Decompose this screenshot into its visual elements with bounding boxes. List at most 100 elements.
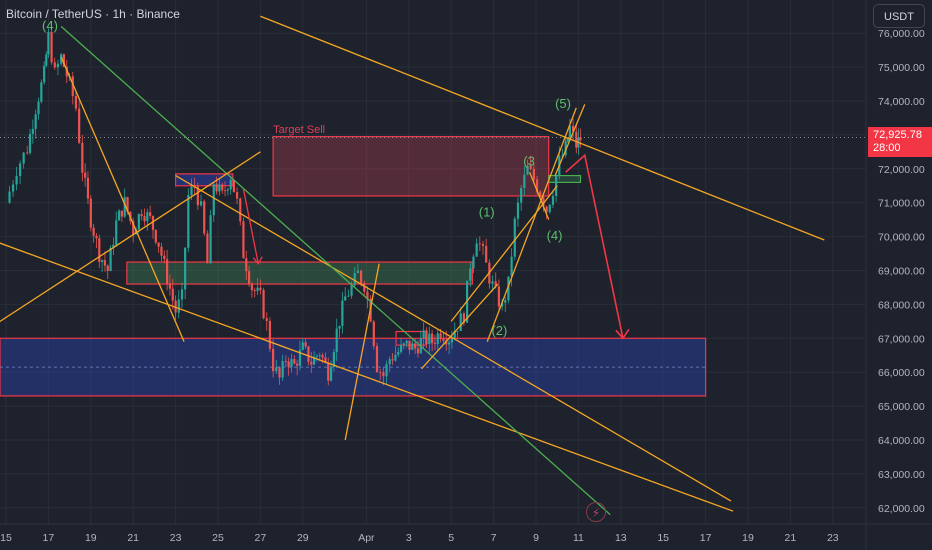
candle-body — [579, 137, 582, 141]
candle-body — [341, 300, 344, 326]
candle-body — [485, 245, 488, 263]
candle-body — [117, 210, 121, 221]
candle-body — [321, 355, 324, 358]
candle-body — [459, 313, 462, 331]
candle-body — [265, 318, 268, 321]
candle-body — [504, 300, 507, 303]
candle-body — [221, 184, 224, 191]
candle-body — [199, 201, 203, 206]
candle-body — [402, 343, 405, 345]
y-tick-label: 64,000.00 — [878, 435, 925, 447]
candle-body — [469, 268, 472, 281]
candle-body — [520, 188, 523, 203]
y-tick-label: 67,000.00 — [878, 333, 925, 345]
candle-body — [356, 270, 360, 274]
target-sell-zone — [272, 135, 550, 197]
candle-body — [539, 191, 542, 197]
channel-lower — [0, 242, 734, 512]
y-tick-label: 75,000.00 — [878, 62, 925, 74]
candle-body — [168, 283, 172, 289]
candle-body — [143, 216, 146, 222]
candle-body — [529, 165, 532, 170]
candle-body — [74, 95, 78, 109]
upper-resistance — [260, 15, 825, 241]
x-tick-label: 19 — [742, 532, 754, 544]
candle-body — [146, 212, 149, 222]
candle-body — [123, 197, 126, 217]
x-tick-label: 3 — [406, 532, 412, 544]
x-tick-label: 19 — [85, 532, 97, 544]
green-diagonal — [60, 25, 611, 516]
candle-body — [526, 165, 529, 175]
wave-label-3: (2) — [491, 323, 507, 338]
projection-arrowhead — [615, 328, 630, 340]
y-tick-label: 69,000.00 — [878, 266, 925, 278]
candle-body — [81, 142, 84, 173]
candle-body — [293, 359, 296, 364]
candle-body — [26, 152, 29, 154]
candle-body — [298, 349, 302, 366]
candle-body — [532, 169, 535, 180]
y-tick-label: 74,000.00 — [878, 96, 925, 108]
candle-body — [132, 220, 135, 235]
candle-body — [229, 179, 232, 190]
candle-body — [196, 186, 199, 206]
candle-body — [445, 340, 448, 345]
candle-body — [275, 367, 278, 372]
candle-body — [209, 215, 212, 264]
candle-body — [332, 352, 335, 368]
candle-body — [513, 218, 516, 257]
candle-body — [109, 247, 112, 272]
candle-body — [329, 367, 333, 381]
candle-body — [372, 321, 375, 347]
x-tick-label: 9 — [533, 532, 539, 544]
candle-body — [284, 360, 287, 362]
candle-body — [256, 287, 259, 291]
candle-body — [22, 152, 25, 164]
candle-body — [304, 342, 307, 347]
candle-body — [315, 355, 319, 357]
candle-body — [60, 54, 63, 64]
candle-body — [171, 288, 174, 301]
x-tick-label: 11 — [573, 532, 584, 544]
down-arrow-line — [242, 189, 259, 264]
candle-body — [45, 54, 48, 66]
candle-body — [232, 179, 235, 193]
y-tick-label: 63,000.00 — [878, 469, 925, 481]
down-arrow-head — [252, 256, 263, 265]
candle-body — [245, 258, 248, 272]
wave2-support — [450, 185, 558, 322]
candle-body — [551, 196, 555, 205]
candle-body — [491, 281, 494, 284]
replay-icon[interactable]: ⚡ — [586, 502, 606, 522]
currency-button[interactable]: USDT — [873, 4, 925, 28]
candle-body — [431, 333, 434, 344]
candle-body — [212, 184, 215, 216]
candle-body — [259, 287, 262, 291]
candle-body — [439, 333, 442, 339]
candle-body — [428, 333, 431, 345]
candle-body — [19, 163, 22, 176]
candle-body — [510, 256, 513, 277]
candle-body — [250, 284, 254, 291]
time-axis-bg — [0, 524, 932, 550]
candle-body — [126, 197, 129, 212]
candle-body — [115, 220, 118, 245]
candle-body — [399, 344, 403, 352]
candle-body — [481, 243, 485, 246]
last-price-badge: 72,925.78 28:00 — [868, 127, 932, 157]
candle-body — [120, 210, 123, 217]
candle-body — [190, 186, 193, 195]
candle-body — [154, 229, 157, 243]
candle-body — [442, 338, 445, 341]
last-price-value: 72,925.78 — [873, 129, 922, 141]
wave-label-6: (5) — [555, 96, 571, 111]
x-tick-label: 21 — [785, 532, 797, 544]
candle-body — [287, 361, 290, 368]
candle-body — [112, 244, 115, 248]
candle-body — [95, 235, 98, 239]
candle-body — [548, 204, 551, 213]
candle-body — [494, 281, 497, 287]
wave-label-5: (4) — [547, 228, 563, 243]
